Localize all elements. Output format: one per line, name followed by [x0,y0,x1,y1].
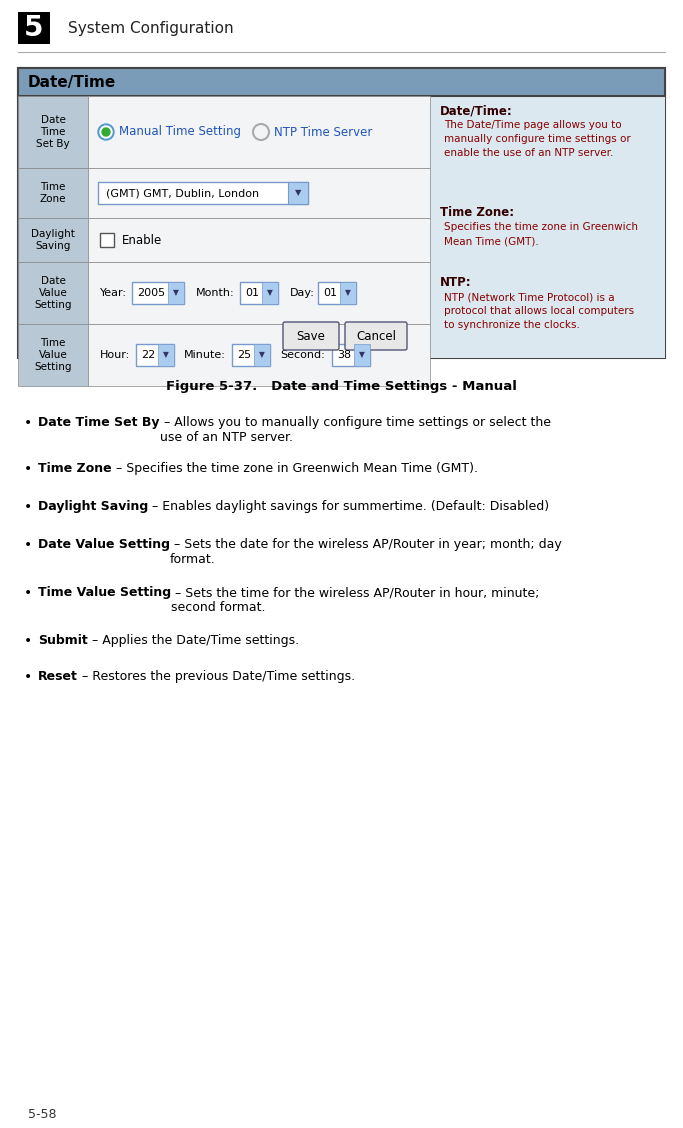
Text: Cancel: Cancel [356,329,396,343]
Bar [340,282,356,305]
Text: 22: 22 [141,350,155,360]
Text: Time Value Setting: Time Value Setting [38,587,171,599]
Circle shape [100,126,112,138]
FancyBboxPatch shape [240,282,278,305]
Text: – Allows you to manually configure time settings or select the
use of an NTP ser: – Allows you to manually configure time … [160,416,550,444]
Text: Second:: Second: [280,350,324,360]
Bar [88,218,430,262]
Text: Day:: Day: [290,288,315,298]
Text: The Date/Time page allows you to
manually configure time settings or
enable the : The Date/Time page allows you to manuall… [444,120,630,158]
Text: Year:: Year: [100,288,127,298]
Text: •: • [24,462,32,476]
Text: NTP:: NTP: [440,276,472,289]
Bar [430,96,665,358]
Text: ▼: ▼ [345,289,351,298]
Circle shape [98,124,114,140]
Text: – Sets the date for the wireless AP/Router in year; month; day
format.: – Sets the date for the wireless AP/Rout… [170,538,561,566]
Bar [168,282,184,305]
Text: Date Value Setting: Date Value Setting [38,538,170,550]
Bar [254,344,270,365]
Text: Time
Value
Setting: Time Value Setting [34,337,72,372]
Bar [18,262,88,324]
Text: 01: 01 [323,288,337,298]
Bar [100,233,114,247]
Bar [88,168,430,218]
Text: – Sets the time for the wireless AP/Router in hour, minute;
second format.: – Sets the time for the wireless AP/Rout… [171,587,540,614]
Text: Enable: Enable [122,233,163,247]
Text: NTP Time Server: NTP Time Server [274,125,372,139]
Text: – Enables daylight savings for summertime. (Default: Disabled): – Enables daylight savings for summertim… [148,500,549,513]
Text: ▼: ▼ [163,351,169,360]
Text: Hour:: Hour: [100,350,130,360]
Text: 5-58: 5-58 [28,1108,57,1121]
Text: Date/Time:: Date/Time: [440,104,513,117]
Bar [288,182,308,204]
Bar [88,262,430,324]
Text: Save: Save [296,329,325,343]
FancyBboxPatch shape [318,282,356,305]
Bar [88,96,430,168]
Text: Manual Time Setting: Manual Time Setting [119,125,241,139]
Text: •: • [24,634,32,647]
FancyBboxPatch shape [136,344,174,365]
Bar [18,12,50,44]
Text: Date
Value
Setting: Date Value Setting [34,275,72,310]
Text: – Specifies the time zone in Greenwich Mean Time (GMT).: – Specifies the time zone in Greenwich M… [111,462,477,475]
Text: Specifies the time zone in Greenwich
Mean Time (GMT).: Specifies the time zone in Greenwich Mea… [444,222,638,246]
Text: 2005: 2005 [137,288,165,298]
Text: Minute:: Minute: [184,350,226,360]
Bar [18,168,88,218]
Text: – Applies the Date/Time settings.: – Applies the Date/Time settings. [87,634,299,647]
Bar [18,68,665,358]
Text: •: • [24,670,32,684]
FancyBboxPatch shape [283,321,339,350]
Text: NTP (Network Time Protocol) is a
protocol that allows local computers
to synchro: NTP (Network Time Protocol) is a protoco… [444,292,634,331]
FancyBboxPatch shape [232,344,270,365]
Circle shape [102,127,110,136]
Text: System Configuration: System Configuration [68,20,234,35]
Text: ▼: ▼ [295,188,301,197]
FancyBboxPatch shape [332,344,370,365]
Text: ▼: ▼ [173,289,179,298]
Bar [18,218,88,262]
Bar [18,324,88,386]
Text: Figure 5-37.   Date and Time Settings - Manual: Figure 5-37. Date and Time Settings - Ma… [166,380,517,393]
Text: 5: 5 [25,14,44,42]
Text: Date
Time
Set By: Date Time Set By [36,115,70,149]
Text: Date/Time: Date/Time [28,74,116,89]
Text: Reset: Reset [38,670,78,682]
Bar [88,324,430,386]
Bar [262,282,278,305]
Bar [18,68,665,96]
Text: ▼: ▼ [259,351,265,360]
Text: Daylight
Saving: Daylight Saving [31,229,75,252]
Text: ▼: ▼ [359,351,365,360]
Text: •: • [24,500,32,514]
Text: Time Zone: Time Zone [38,462,111,475]
FancyBboxPatch shape [132,282,184,305]
Bar [18,96,88,168]
Text: – Restores the previous Date/Time settings.: – Restores the previous Date/Time settin… [78,670,355,682]
Text: •: • [24,538,32,552]
Text: Time
Zone: Time Zone [40,182,66,204]
Text: •: • [24,587,32,600]
Bar [354,344,370,365]
Text: 25: 25 [237,350,251,360]
FancyBboxPatch shape [98,182,308,204]
Text: ▼: ▼ [267,289,273,298]
Text: 01: 01 [245,288,259,298]
Text: Daylight Saving: Daylight Saving [38,500,148,513]
Text: Submit: Submit [38,634,87,647]
Text: (GMT) GMT, Dublin, London: (GMT) GMT, Dublin, London [106,188,259,199]
Text: Date Time Set By: Date Time Set By [38,416,160,429]
Text: •: • [24,416,32,430]
Text: 38: 38 [337,350,351,360]
Text: Time Zone:: Time Zone: [440,206,514,219]
Text: Month:: Month: [196,288,235,298]
Bar [158,344,174,365]
FancyBboxPatch shape [345,321,407,350]
